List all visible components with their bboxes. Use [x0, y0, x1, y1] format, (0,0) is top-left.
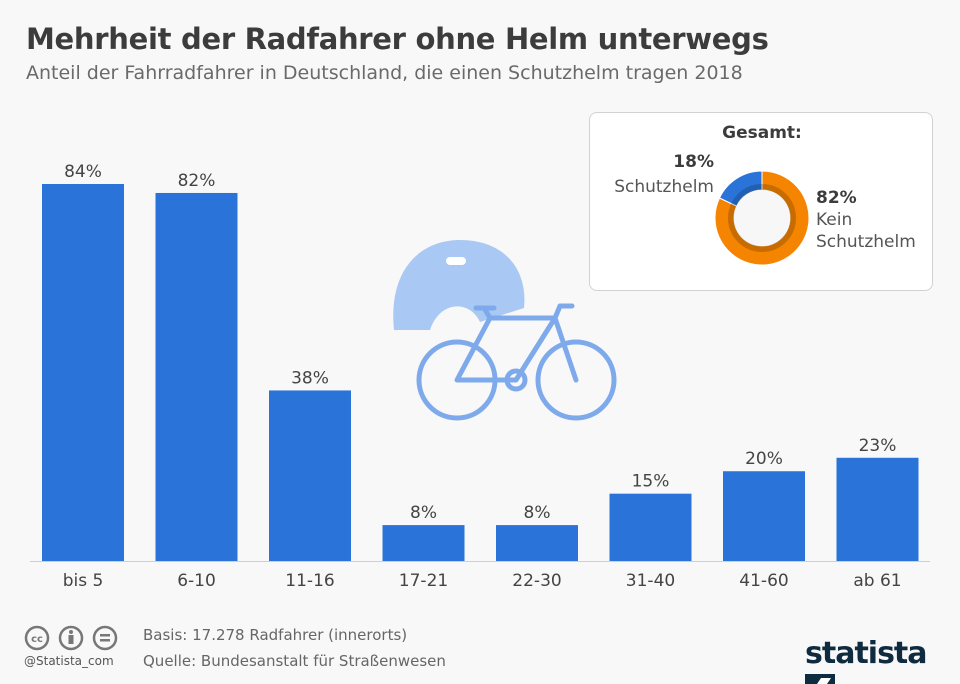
bar-ab 61 [836, 457, 919, 561]
x-tick-label: 22-30 [512, 571, 561, 591]
chart-subtitle: Anteil der Fahrradfahrer in Deutschland,… [26, 62, 743, 84]
x-tick-label: ab 61 [853, 571, 901, 591]
bar-value-label: 15% [632, 472, 670, 492]
bar-17-21 [382, 525, 465, 561]
bar-11-16 [269, 390, 351, 561]
bar-value-label: 20% [745, 449, 783, 469]
bar-value-label: 38% [291, 368, 329, 388]
bar-6-10 [155, 192, 238, 561]
bar-value-label: 84% [64, 162, 102, 182]
attribution-icon [58, 625, 84, 651]
bar-value-label: 23% [859, 436, 897, 456]
x-tick-label: 31-40 [626, 571, 675, 591]
statista-logo: statista [805, 636, 960, 684]
overall-legend-box [589, 112, 933, 291]
x-tick-label: 17-21 [399, 571, 448, 591]
cc-icon [24, 625, 50, 651]
x-tick-label: 6-10 [177, 571, 216, 591]
bar-value-label: 8% [524, 503, 551, 523]
no-derivatives-icon [92, 625, 118, 651]
bar-41-60 [723, 471, 805, 561]
statista-handle: @Statista_com [24, 654, 114, 668]
svg-text:cc: cc [31, 634, 43, 645]
bar-bis 5 [42, 184, 124, 561]
source-note: Quelle: Bundesanstalt für Straßenwesen [143, 652, 446, 670]
bar-22-30 [496, 525, 578, 561]
license-icons: cc [24, 625, 118, 651]
bar-31-40 [609, 493, 692, 561]
x-tick-label: bis 5 [63, 571, 104, 591]
statista-logo-icon [805, 674, 835, 684]
x-tick-label: 11-16 [285, 571, 334, 591]
x-tick-label: 41-60 [739, 571, 788, 591]
chart-title: Mehrheit der Radfahrer ohne Helm unterwe… [26, 22, 769, 56]
bar-value-label: 82% [178, 171, 216, 191]
bicycle-helmet-illustration [393, 240, 617, 421]
bar-value-label: 8% [410, 503, 437, 523]
basis-note: Basis: 17.278 Radfahrer (innerorts) [143, 626, 408, 644]
